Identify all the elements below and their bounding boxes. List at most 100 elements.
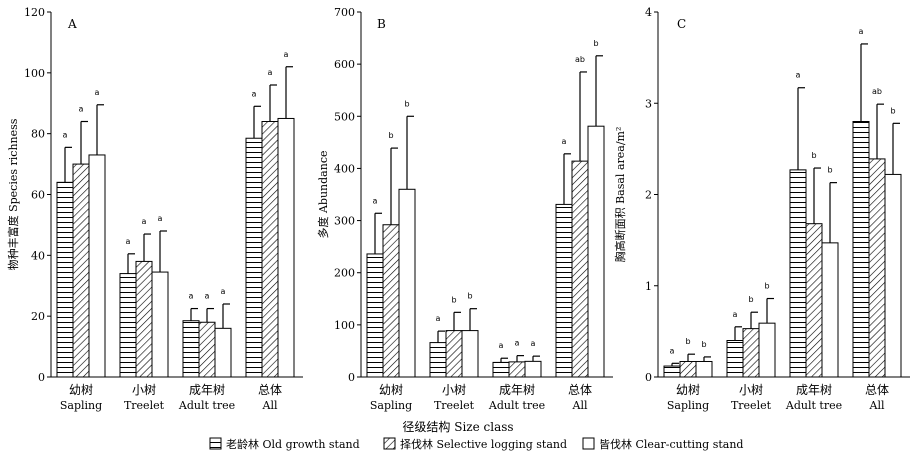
significance-label: b	[811, 151, 816, 160]
category-label-cn: 成年树	[796, 382, 832, 397]
y-tick-label: 4	[645, 6, 652, 19]
significance-label: a	[562, 137, 567, 146]
significance-label: a	[268, 68, 273, 77]
x-axis-title: 径级结构 Size class	[402, 419, 513, 434]
y-tick-label: 0	[38, 371, 45, 384]
significance-label: a	[284, 50, 289, 59]
y-tick-label: 0	[645, 371, 652, 384]
bar	[555, 203, 573, 378]
category-label-cn: 幼树	[676, 382, 700, 397]
bar	[821, 242, 839, 378]
significance-label: a	[158, 214, 163, 223]
significance-label: a	[733, 310, 738, 319]
bar	[742, 328, 760, 378]
significance-label: a	[126, 237, 131, 246]
y-axis-label: 胸高断面积 Basal area/m²	[613, 127, 627, 263]
y-tick-label: 600	[334, 58, 355, 71]
significance-label: b	[764, 282, 769, 291]
y-tick-label: 500	[334, 110, 355, 123]
category-label-en: Treelet	[731, 399, 772, 412]
bar	[382, 224, 400, 378]
category-label-en: Treelet	[124, 399, 165, 412]
bar	[508, 361, 526, 378]
bar	[245, 137, 263, 378]
significance-label: a	[205, 292, 210, 301]
panel-letter: C	[677, 17, 686, 31]
significance-label: b	[593, 39, 598, 48]
bar	[679, 360, 697, 378]
legend-label-old-growth: 老龄林 Old growth stand	[226, 437, 360, 451]
category-label-cn: 幼树	[69, 382, 93, 397]
significance-label: b	[467, 292, 472, 301]
category-label-en: Adult tree	[785, 399, 842, 412]
legend-item-clear-cutting: 皆伐林 Clear-cutting stand	[582, 437, 743, 451]
bar	[524, 360, 542, 378]
bar	[398, 188, 416, 378]
bar	[805, 223, 823, 378]
bar	[119, 273, 137, 378]
category-label-en: All	[572, 399, 588, 412]
y-tick-label: 20	[31, 310, 45, 323]
panel-letter: B	[377, 17, 386, 31]
bar	[461, 330, 479, 378]
significance-label: a	[436, 314, 441, 323]
bar	[277, 117, 295, 378]
y-tick-label: 80	[31, 128, 45, 141]
category-label-en: All	[262, 399, 278, 412]
category-label-cn: 幼树	[379, 382, 403, 397]
category-label-cn: 总体	[568, 383, 592, 397]
bar	[72, 163, 90, 378]
y-tick-label: 120	[24, 6, 45, 19]
significance-label: b	[388, 131, 393, 140]
significance-label: a	[515, 339, 520, 348]
bar	[587, 125, 605, 378]
y-tick-label: 1	[645, 280, 652, 293]
bar	[758, 322, 776, 378]
significance-label: b	[701, 340, 706, 349]
y-tick-label: 0	[348, 371, 355, 384]
bar	[214, 327, 232, 378]
bar	[56, 181, 74, 378]
significance-label: a	[63, 130, 68, 139]
y-axis-label: 物种丰富度 Species richness	[6, 118, 20, 270]
legend-label-selective-logging: 择伐林 Selective logging stand	[400, 437, 567, 451]
bar	[663, 365, 681, 378]
significance-label: a	[796, 71, 801, 80]
legend-swatch-empty	[582, 437, 595, 450]
category-label-en: Sapling	[60, 399, 102, 412]
category-label-cn: 总体	[865, 383, 889, 397]
bar	[151, 271, 169, 378]
bar	[884, 173, 902, 378]
bar	[445, 330, 463, 378]
category-label-en: Treelet	[434, 399, 475, 412]
significance-label: a	[859, 27, 864, 36]
category-label-cn: 成年树	[189, 382, 225, 397]
significance-label: ab	[872, 87, 882, 96]
y-tick-label: 100	[334, 319, 355, 332]
significance-label: b	[827, 166, 832, 175]
y-tick-label: 60	[31, 189, 45, 202]
y-tick-label: 200	[334, 267, 355, 280]
category-label-en: Adult tree	[488, 399, 545, 412]
y-tick-label: 300	[334, 215, 355, 228]
significance-label: a	[670, 346, 675, 355]
significance-label: b	[404, 99, 409, 108]
bar	[182, 320, 200, 378]
category-label-en: All	[869, 399, 885, 412]
y-tick-label: 700	[334, 6, 355, 19]
legend-swatch-diagonal	[383, 437, 396, 450]
legend-item-selective-logging: 择伐林 Selective logging stand	[383, 437, 567, 451]
bar	[789, 169, 807, 378]
legend-item-old-growth: 老龄林 Old growth stand	[209, 437, 360, 451]
bar	[571, 160, 589, 378]
legend-label-clear-cutting: 皆伐林 Clear-cutting stand	[599, 437, 743, 451]
category-label-en: Sapling	[370, 399, 412, 412]
significance-label: a	[373, 196, 378, 205]
category-label-en: Adult tree	[178, 399, 235, 412]
significance-label: a	[142, 217, 147, 226]
bar	[852, 121, 870, 378]
significance-label: b	[685, 337, 690, 346]
